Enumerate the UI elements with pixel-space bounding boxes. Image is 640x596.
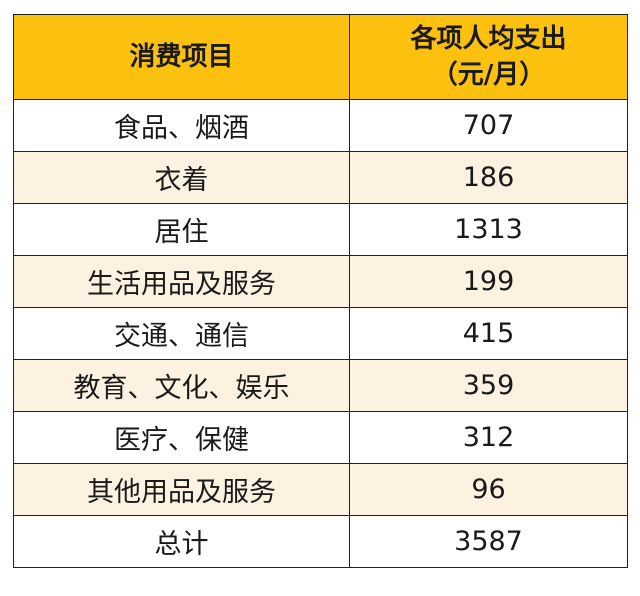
table-row: 生活用品及服务 199 [13, 255, 628, 308]
amount-cell: 415 [349, 307, 628, 360]
amount-cell: 1313 [349, 203, 628, 256]
category-cell: 衣着 [13, 151, 350, 204]
header-amount-line1: 各项人均支出 [410, 24, 567, 54]
amount-cell: 199 [349, 255, 628, 308]
table-row: 衣着 186 [13, 151, 628, 204]
expense-table: 消费项目 各项人均支出 （元/月） 食品、烟酒 707 衣着 186 居住 13… [13, 14, 628, 568]
total-row: 总计 3587 [13, 515, 628, 568]
category-cell: 其他用品及服务 [13, 463, 350, 516]
category-cell: 食品、烟酒 [13, 99, 350, 152]
category-cell: 医疗、保健 [13, 411, 350, 464]
table-row: 食品、烟酒 707 [13, 99, 628, 152]
header-row: 消费项目 各项人均支出 （元/月） [13, 14, 628, 100]
table-row: 其他用品及服务 96 [13, 463, 628, 516]
amount-cell: 359 [349, 359, 628, 412]
table-row: 居住 1313 [13, 203, 628, 256]
total-label-cell: 总计 [13, 515, 350, 568]
amount-cell: 96 [349, 463, 628, 516]
amount-cell: 186 [349, 151, 628, 204]
category-cell: 居住 [13, 203, 350, 256]
category-cell: 生活用品及服务 [13, 255, 350, 308]
table-body: 食品、烟酒 707 衣着 186 居住 1313 生活用品及服务 199 交通、… [13, 99, 628, 568]
header-amount-line2: （元/月） [431, 60, 546, 90]
table-row: 交通、通信 415 [13, 307, 628, 360]
category-cell: 交通、通信 [13, 307, 350, 360]
category-cell: 教育、文化、娱乐 [13, 359, 350, 412]
table-row: 教育、文化、娱乐 359 [13, 359, 628, 412]
header-category: 消费项目 [13, 14, 350, 100]
amount-cell: 312 [349, 411, 628, 464]
table-row: 医疗、保健 312 [13, 411, 628, 464]
table-header: 消费项目 各项人均支出 （元/月） [13, 14, 628, 100]
header-amount: 各项人均支出 （元/月） [349, 14, 628, 100]
total-amount-cell: 3587 [349, 515, 628, 568]
amount-cell: 707 [349, 99, 628, 152]
